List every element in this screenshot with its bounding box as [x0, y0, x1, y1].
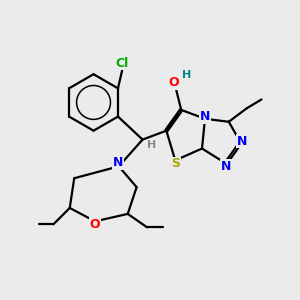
Text: O: O	[90, 218, 100, 231]
Text: S: S	[171, 158, 180, 170]
Text: N: N	[237, 135, 247, 148]
Text: Cl: Cl	[116, 57, 129, 70]
Text: H: H	[182, 70, 191, 80]
Text: N: N	[113, 156, 123, 169]
Text: O: O	[169, 76, 179, 89]
Text: H: H	[148, 140, 157, 150]
Text: N: N	[220, 160, 231, 173]
Text: N: N	[200, 110, 210, 123]
